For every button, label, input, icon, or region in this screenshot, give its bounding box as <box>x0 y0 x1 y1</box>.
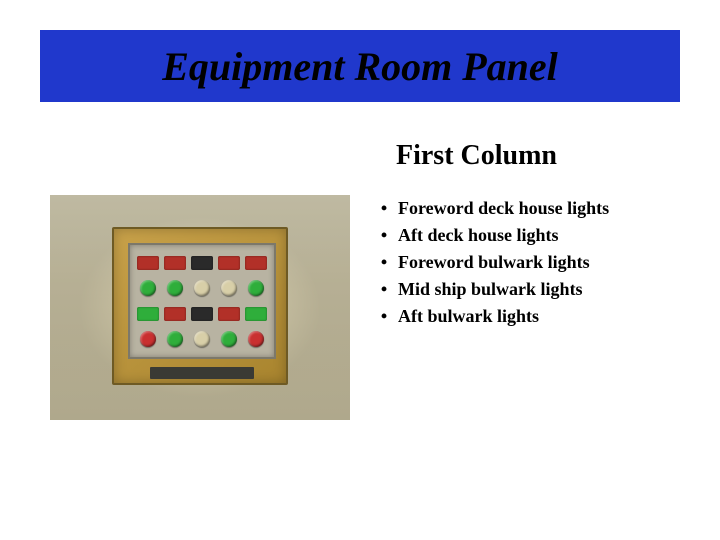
bullet-text: Aft deck house lights <box>398 225 559 246</box>
bullet-marker: • <box>370 252 398 273</box>
control-plate <box>218 307 240 321</box>
bullet-text: Foreword deck house lights <box>398 198 609 219</box>
control-plate <box>137 307 159 321</box>
control-knob <box>140 280 156 296</box>
control-plate <box>164 256 186 270</box>
control-knob <box>194 280 210 296</box>
control-knob <box>221 331 237 347</box>
control-knob <box>167 280 183 296</box>
panel-frame <box>112 227 288 385</box>
control-plate <box>164 307 186 321</box>
control-knob <box>167 331 183 347</box>
bullet-marker: • <box>370 225 398 246</box>
control-knob <box>248 280 264 296</box>
bullet-text: Mid ship bulwark lights <box>398 279 583 300</box>
slide-title: Equipment Room Panel <box>162 43 558 90</box>
control-plate <box>191 307 213 321</box>
control-knob <box>248 331 264 347</box>
bullet-list: •Foreword deck house lights •Aft deck ho… <box>370 198 609 333</box>
panel-grid <box>128 243 276 359</box>
list-item: •Aft deck house lights <box>370 225 609 246</box>
bullet-marker: • <box>370 279 398 300</box>
control-knob <box>194 331 210 347</box>
subheading: First Column <box>396 140 557 172</box>
bullet-marker: • <box>370 306 398 327</box>
title-bar: Equipment Room Panel <box>40 30 680 102</box>
control-plate <box>245 307 267 321</box>
control-knob <box>140 331 156 347</box>
panel-plaque <box>150 367 254 379</box>
control-knob <box>221 280 237 296</box>
list-item: •Foreword bulwark lights <box>370 252 609 273</box>
control-plate <box>191 256 213 270</box>
control-plate <box>245 256 267 270</box>
list-item: •Foreword deck house lights <box>370 198 609 219</box>
bullet-marker: • <box>370 198 398 219</box>
list-item: •Mid ship bulwark lights <box>370 279 609 300</box>
control-plate <box>137 256 159 270</box>
list-item: •Aft bulwark lights <box>370 306 609 327</box>
control-plate <box>218 256 240 270</box>
bullet-text: Aft bulwark lights <box>398 306 539 327</box>
bullet-text: Foreword bulwark lights <box>398 252 590 273</box>
panel-photo <box>50 195 350 420</box>
